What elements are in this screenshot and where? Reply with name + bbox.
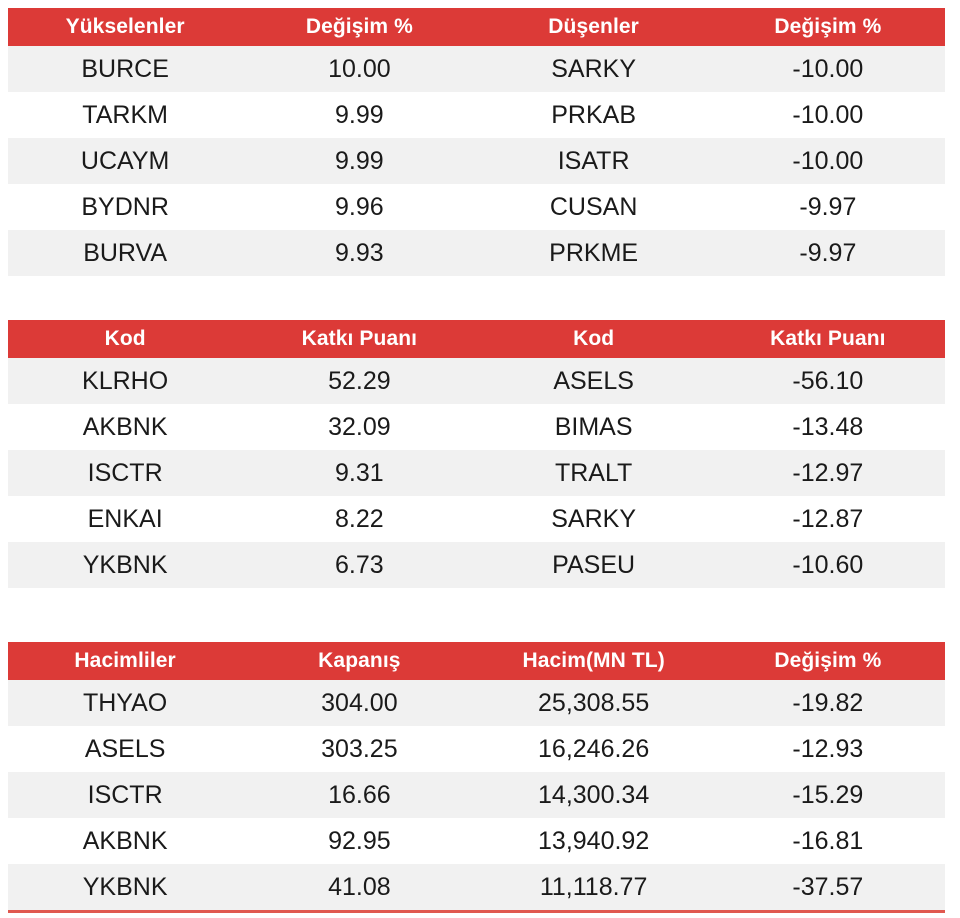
- column-header-gainers-change[interactable]: Değişim %: [305, 15, 413, 38]
- cell-gainer-symbol: BURCE: [81, 54, 169, 83]
- cell-volume: 13,940.92: [538, 826, 650, 855]
- column-header-change[interactable]: Değişim %: [774, 649, 882, 672]
- cell-positive-code: AKBNK: [82, 412, 168, 441]
- table-row[interactable]: ENKAI 8.22 SARKY -12.87: [8, 496, 945, 542]
- cell-positive-score: 8.22: [335, 504, 384, 533]
- cell-positive-score: 9.31: [335, 458, 384, 487]
- cell-volume: 25,308.55: [538, 688, 650, 717]
- column-header-close[interactable]: Kapanış: [318, 649, 401, 672]
- table-row[interactable]: TARKM 9.99 PRKAB -10.00: [8, 92, 945, 138]
- cell-loser-symbol: SARKY: [551, 54, 636, 83]
- cell-gainer-change: 10.00: [328, 54, 391, 83]
- cell-positive-code: ISCTR: [87, 458, 163, 487]
- cell-loser-change: -9.97: [799, 238, 857, 267]
- cell-negative-code: BIMAS: [554, 412, 633, 441]
- cell-negative-code: SARKY: [551, 504, 636, 533]
- cell-close: 304.00: [321, 688, 398, 717]
- cell-change: -15.29: [792, 780, 864, 809]
- cell-gainer-change: 9.96: [335, 192, 384, 221]
- cell-close: 92.95: [328, 826, 391, 855]
- cell-negative-score: -12.87: [792, 504, 864, 533]
- table-row[interactable]: ISCTR 16.66 14,300.34 -15.29: [8, 772, 945, 818]
- column-header-losers[interactable]: Düşenler: [548, 15, 639, 38]
- cell-change: -19.82: [792, 688, 864, 717]
- cell-loser-change: -9.97: [799, 192, 857, 221]
- table-row[interactable]: BURCE 10.00 SARKY -10.00: [8, 46, 945, 92]
- column-header-volume-symbol[interactable]: Hacimliler: [74, 649, 176, 672]
- table-row[interactable]: AKBNK 32.09 BIMAS -13.48: [8, 404, 945, 450]
- table-row[interactable]: BYDNR 9.96 CUSAN -9.97: [8, 184, 945, 230]
- table-body: BURCE 10.00 SARKY -10.00 TARKM 9.99 PRKA…: [8, 46, 945, 276]
- gainers-losers-table: Yükselenler Değişim % Düşenler Değişim %…: [8, 8, 945, 276]
- column-header-volume[interactable]: Hacim(MN TL): [522, 649, 665, 672]
- cell-change: -16.81: [792, 826, 864, 855]
- cell-close: 303.25: [321, 734, 398, 763]
- table-row[interactable]: YKBNK 41.08 11,118.77 -37.57: [8, 864, 945, 910]
- cell-negative-score: -10.60: [792, 550, 864, 579]
- cell-gainer-symbol: UCAYM: [80, 146, 170, 175]
- cell-negative-code: ASELS: [553, 366, 634, 395]
- table-row[interactable]: ASELS 303.25 16,246.26 -12.93: [8, 726, 945, 772]
- cell-negative-score: -12.97: [792, 458, 864, 487]
- cell-loser-symbol: PRKME: [549, 238, 639, 267]
- table-header-row: Yükselenler Değişim % Düşenler Değişim %: [8, 8, 945, 46]
- column-header-negative-code[interactable]: Kod: [573, 327, 615, 350]
- cell-loser-symbol: ISATR: [557, 146, 630, 175]
- cell-positive-score: 52.29: [328, 366, 391, 395]
- cell-loser-change: -10.00: [792, 100, 864, 129]
- cell-positive-code: ENKAI: [87, 504, 163, 533]
- cell-negative-score: -56.10: [792, 366, 864, 395]
- table-header-row: Kod Katkı Puanı Kod Katkı Puanı: [8, 320, 945, 358]
- cell-volume-symbol: YKBNK: [82, 872, 168, 901]
- cell-close: 41.08: [328, 872, 391, 901]
- cell-volume-symbol: ASELS: [84, 734, 166, 763]
- cell-negative-code: PASEU: [552, 550, 636, 579]
- column-header-negative-score[interactable]: Katkı Puanı: [770, 327, 886, 350]
- cell-gainer-symbol: TARKM: [82, 100, 168, 129]
- cell-gainer-change: 9.93: [335, 238, 384, 267]
- column-header-positive-code[interactable]: Kod: [104, 327, 146, 350]
- table-row[interactable]: THYAO 304.00 25,308.55 -19.82: [8, 680, 945, 726]
- cell-positive-code: KLRHO: [82, 366, 169, 395]
- volume-table: Hacimliler Kapanış Hacim(MN TL) Değişim …: [8, 642, 945, 913]
- cell-gainer-symbol: BURVA: [83, 238, 168, 267]
- cell-gainer-change: 9.99: [335, 100, 384, 129]
- column-header-gainers[interactable]: Yükselenler: [65, 15, 185, 38]
- table-row[interactable]: AKBNK 92.95 13,940.92 -16.81: [8, 818, 945, 864]
- table-row[interactable]: UCAYM 9.99 ISATR -10.00: [8, 138, 945, 184]
- table-body: KLRHO 52.29 ASELS -56.10 AKBNK 32.09 BIM…: [8, 358, 945, 588]
- contribution-table: Kod Katkı Puanı Kod Katkı Puanı KLRHO 52…: [8, 320, 945, 588]
- cell-loser-change: -10.00: [792, 54, 864, 83]
- cell-volume-symbol: AKBNK: [82, 826, 168, 855]
- cell-loser-symbol: PRKAB: [551, 100, 636, 129]
- cell-volume-symbol: ISCTR: [87, 780, 163, 809]
- column-header-losers-change[interactable]: Değişim %: [774, 15, 882, 38]
- cell-volume-symbol: THYAO: [82, 688, 168, 717]
- cell-change: -12.93: [792, 734, 864, 763]
- table-header-row: Hacimliler Kapanış Hacim(MN TL) Değişim …: [8, 642, 945, 680]
- cell-gainer-change: 9.99: [335, 146, 384, 175]
- table-row[interactable]: BURVA 9.93 PRKME -9.97: [8, 230, 945, 276]
- cell-negative-score: -13.48: [792, 412, 864, 441]
- cell-positive-score: 6.73: [335, 550, 384, 579]
- cell-loser-symbol: CUSAN: [549, 192, 638, 221]
- cell-close: 16.66: [328, 780, 391, 809]
- cell-loser-change: -10.00: [792, 146, 864, 175]
- cell-volume: 11,118.77: [539, 872, 648, 901]
- cell-positive-score: 32.09: [328, 412, 391, 441]
- cell-volume: 16,246.26: [538, 734, 650, 763]
- table-row[interactable]: YKBNK 6.73 PASEU -10.60: [8, 542, 945, 588]
- cell-negative-code: TRALT: [554, 458, 633, 487]
- cell-positive-code: YKBNK: [82, 550, 168, 579]
- table-row[interactable]: KLRHO 52.29 ASELS -56.10: [8, 358, 945, 404]
- cell-gainer-symbol: BYDNR: [81, 192, 169, 221]
- column-header-positive-score[interactable]: Katkı Puanı: [301, 327, 418, 350]
- cell-change: -37.57: [792, 872, 864, 901]
- cell-volume: 14,300.34: [538, 780, 650, 809]
- table-row[interactable]: ISCTR 9.31 TRALT -12.97: [8, 450, 945, 496]
- table-body: THYAO 304.00 25,308.55 -19.82 ASELS 303.…: [8, 680, 945, 913]
